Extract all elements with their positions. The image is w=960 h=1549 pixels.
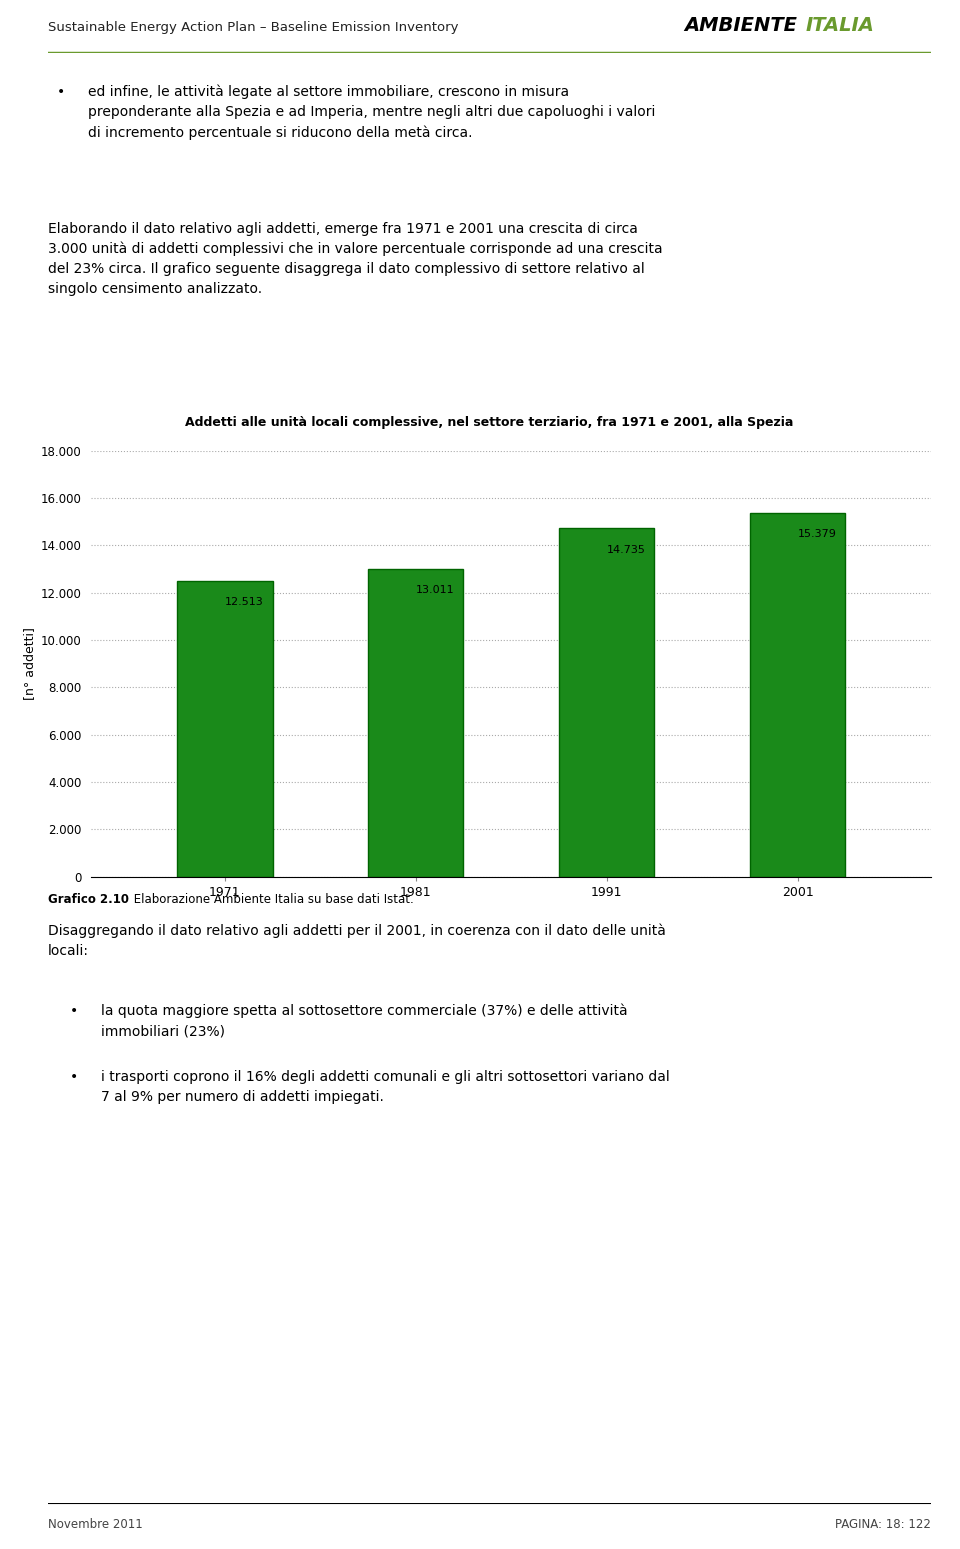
Text: Grafico 2.10: Grafico 2.10 <box>48 894 129 906</box>
Text: Novembre 2011: Novembre 2011 <box>48 1518 143 1530</box>
Text: Sustainable Energy Action Plan – Baseline Emission Inventory: Sustainable Energy Action Plan – Baselin… <box>48 22 459 34</box>
Text: 12.513: 12.513 <box>225 598 264 607</box>
Text: AMBIENTE: AMBIENTE <box>684 15 797 36</box>
Text: •: • <box>57 85 65 99</box>
Text: ed infine, le attività legate al settore immobiliare, crescono in misura
prepond: ed infine, le attività legate al settore… <box>87 85 655 139</box>
Text: 13.011: 13.011 <box>416 586 454 595</box>
Text: 15.379: 15.379 <box>798 530 836 539</box>
Text: ITALIA: ITALIA <box>805 15 875 36</box>
Text: 14.735: 14.735 <box>607 545 645 555</box>
Y-axis label: [n° addetti]: [n° addetti] <box>23 627 36 700</box>
Text: i trasporti coprono il 16% degli addetti comunali e gli altri sottosettori varia: i trasporti coprono il 16% degli addetti… <box>101 1070 670 1104</box>
Bar <box>750 513 846 877</box>
Text: Addetti alle unità locali complessive, nel settore terziario, fra 1971 e 2001, a: Addetti alle unità locali complessive, n… <box>185 417 794 429</box>
Text: •: • <box>70 1070 79 1084</box>
Text: •: • <box>70 1004 79 1018</box>
Bar <box>368 568 464 877</box>
Bar <box>177 581 273 877</box>
Bar <box>559 528 655 877</box>
Text: Disaggregando il dato relativo agli addetti per il 2001, in coerenza con il dato: Disaggregando il dato relativo agli adde… <box>48 923 666 957</box>
Text: la quota maggiore spetta al sottosettore commerciale (37%) e delle attività
immo: la quota maggiore spetta al sottosettore… <box>101 1004 628 1038</box>
Text: PAGINA: 18: 122: PAGINA: 18: 122 <box>835 1518 931 1530</box>
Text: Elaborazione Ambiente Italia su base dati Istat.: Elaborazione Ambiente Italia su base dat… <box>131 894 414 906</box>
Text: Elaborando il dato relativo agli addetti, emerge fra 1971 e 2001 una crescita di: Elaborando il dato relativo agli addetti… <box>48 222 662 296</box>
